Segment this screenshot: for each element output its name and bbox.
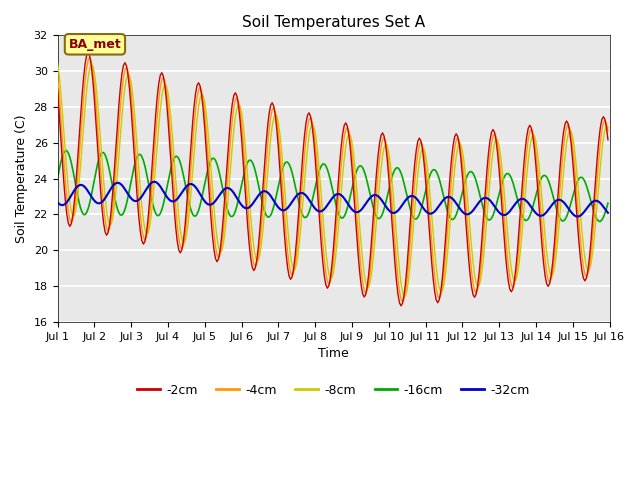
Text: BA_met: BA_met xyxy=(68,38,122,51)
Legend: -2cm, -4cm, -8cm, -16cm, -32cm: -2cm, -4cm, -8cm, -16cm, -32cm xyxy=(132,379,534,402)
Y-axis label: Soil Temperature (C): Soil Temperature (C) xyxy=(15,114,28,243)
Title: Soil Temperatures Set A: Soil Temperatures Set A xyxy=(242,15,425,30)
X-axis label: Time: Time xyxy=(318,347,349,360)
